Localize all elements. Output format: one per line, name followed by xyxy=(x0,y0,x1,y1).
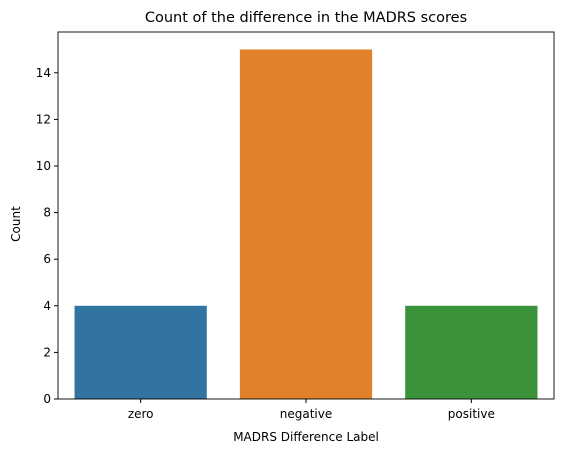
x-tick-label-zero: zero xyxy=(128,407,154,421)
plot-area: 0 2 4 6 8 10 12 14 zero negative positive xyxy=(36,31,555,421)
y-tick-label-4: 4 xyxy=(43,299,51,313)
y-tick-label-12: 12 xyxy=(36,112,51,126)
y-tick-label-6: 6 xyxy=(43,252,51,266)
chart-title: Count of the difference in the MADRS sco… xyxy=(145,10,467,26)
y-tick-label-10: 10 xyxy=(36,159,51,173)
bar-positive xyxy=(405,305,538,399)
y-axis-label: Count xyxy=(9,206,23,242)
y-tick-label-2: 2 xyxy=(43,345,51,359)
y-tick-label-14: 14 xyxy=(36,66,51,80)
x-tick-label-positive: positive xyxy=(448,407,495,421)
bar-negative xyxy=(239,49,373,399)
plot-frame xyxy=(57,31,555,400)
y-tick-label-0: 0 xyxy=(43,392,51,406)
x-axis-label: MADRS Difference Label xyxy=(233,430,379,444)
x-tick-label-negative: negative xyxy=(280,407,332,421)
bar-zero xyxy=(74,305,207,399)
y-tick-label-8: 8 xyxy=(43,206,51,220)
